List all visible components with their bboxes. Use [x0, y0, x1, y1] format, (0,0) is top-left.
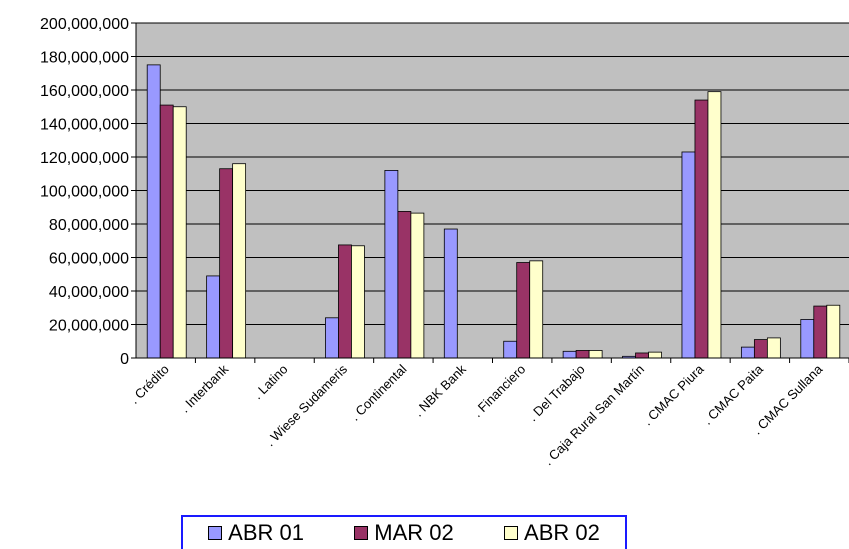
x-category-label: . Crédito — [126, 362, 171, 407]
bar — [338, 244, 352, 359]
legend-swatch — [504, 526, 519, 540]
legend-swatch — [208, 526, 223, 540]
bar — [635, 352, 649, 359]
x-category-label: . Del Trabajo — [525, 362, 588, 425]
bar — [384, 169, 399, 359]
bar-chart: 0 20,000,000 40,000,000 60,000,000 80,000,00… — [40, 16, 849, 468]
legend: ABR 01 MAR 02 ABR 02 — [181, 515, 627, 549]
bar — [206, 275, 221, 359]
y-tick-label: 20,000,000 — [49, 318, 129, 335]
x-category-label: . Financiero — [470, 362, 529, 421]
x-category-label: . Latino — [250, 362, 291, 403]
bars — [146, 64, 841, 359]
x-category-label: . Interbank — [177, 361, 231, 415]
bar — [694, 99, 709, 359]
bar — [232, 163, 247, 359]
bar — [219, 168, 234, 359]
y-tick-label: 120,000,000 — [40, 150, 129, 167]
bar — [588, 350, 603, 359]
x-category-label: . CMAC Piura — [640, 361, 707, 428]
legend-item-mar02: MAR 02 — [354, 520, 454, 546]
x-category-label: . Caja Rural San Martín — [541, 362, 648, 469]
bar — [159, 104, 174, 359]
bar — [146, 64, 161, 359]
legend-label: ABR 02 — [524, 520, 600, 545]
bar — [648, 351, 662, 359]
bar — [172, 106, 187, 359]
bar — [800, 319, 815, 359]
bar — [766, 337, 781, 359]
y-tick-label: 80,000,000 — [49, 217, 129, 234]
legend-label: MAR 02 — [374, 520, 454, 545]
bar — [753, 339, 768, 359]
x-category-label: . Continental — [347, 361, 409, 423]
gridlines — [136, 22, 849, 325]
y-tick-label: 200,000,000 — [40, 16, 129, 33]
bar — [575, 350, 590, 359]
bar — [351, 245, 365, 359]
y-tick-label: 60,000,000 — [49, 251, 129, 268]
legend-label: ABR 01 — [228, 520, 304, 545]
bar — [740, 346, 755, 359]
y-axis-ticks: 0 20,000,000 40,000,000 60,000,000 80,000,00… — [40, 16, 136, 368]
bar — [397, 211, 412, 359]
bar — [813, 305, 828, 359]
bar — [516, 262, 531, 359]
bar — [529, 260, 544, 359]
legend-item-abr01: ABR 01 — [208, 520, 304, 546]
bar — [826, 304, 841, 359]
y-tick-label: 180,000,000 — [40, 50, 129, 67]
bar — [707, 91, 722, 359]
y-tick-label: 40,000,000 — [49, 284, 129, 301]
y-tick-label: 100,000,000 — [40, 184, 129, 201]
bar — [562, 350, 577, 359]
y-tick-label: 140,000,000 — [40, 117, 129, 134]
x-category-label: . CMAC Paita — [700, 361, 767, 428]
bar — [325, 317, 339, 359]
legend-swatch — [354, 526, 369, 540]
y-tick-label: 0 — [120, 351, 129, 368]
bar — [410, 212, 425, 359]
x-axis-categories: . Crédito. Interbank. Latino. Wiese Suda… — [126, 358, 849, 468]
y-tick-label: 160,000,000 — [40, 83, 129, 100]
legend-item-abr02: ABR 02 — [504, 520, 600, 546]
x-category-label: . NBK Bank — [411, 361, 469, 419]
bar — [443, 228, 458, 359]
bar — [503, 340, 518, 359]
bar — [681, 151, 696, 359]
